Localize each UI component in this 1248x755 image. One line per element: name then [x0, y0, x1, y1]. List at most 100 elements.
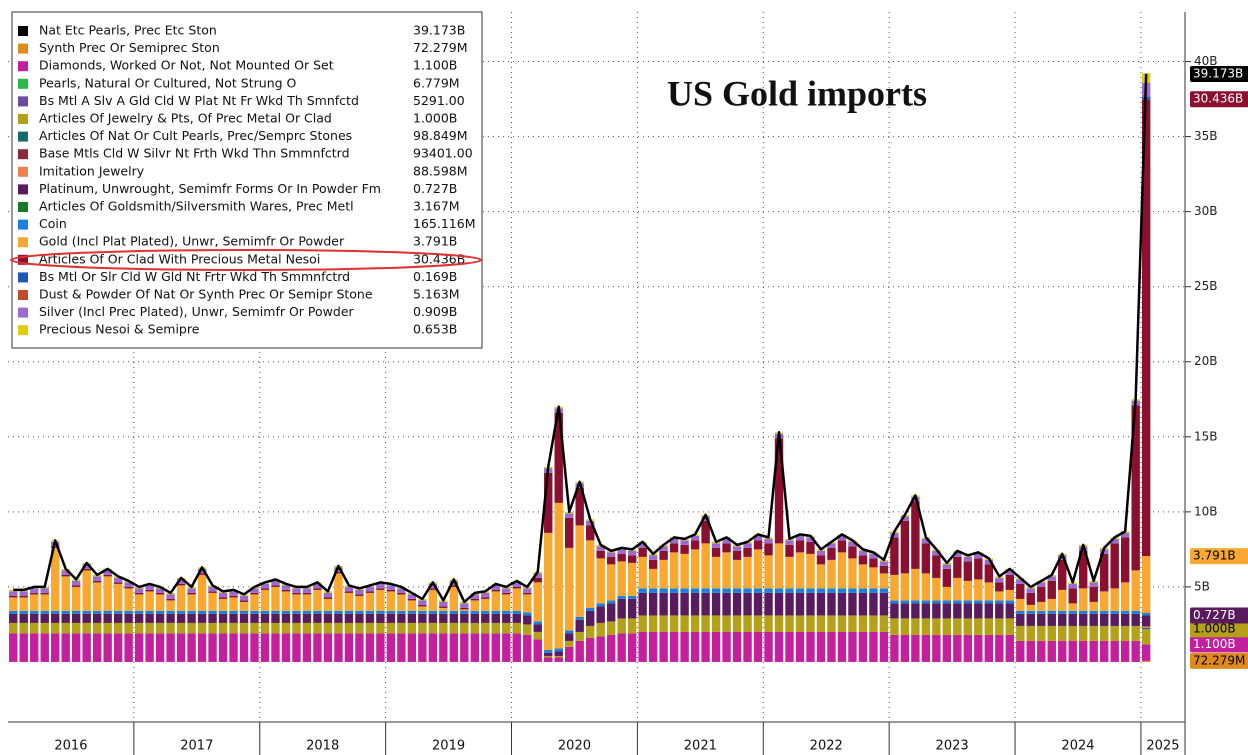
bar-segment [103, 574, 112, 577]
bar-segment [711, 615, 721, 632]
bar-segment [617, 595, 626, 599]
bar-segment [565, 513, 574, 518]
bar-segment [334, 633, 343, 662]
bar-segment [124, 633, 133, 662]
y-tick-label: 25B [1194, 279, 1218, 293]
bar-segment [743, 592, 752, 616]
bar-segment [397, 613, 406, 623]
bar-segment [30, 592, 39, 595]
bar-segment [1037, 625, 1046, 641]
bar-segment [71, 633, 81, 662]
bar-segment [953, 634, 962, 662]
bar-segment [208, 613, 217, 623]
bar-segment [418, 604, 427, 607]
bar-segment [1141, 612, 1151, 616]
bar-segment [533, 577, 542, 583]
bar-segment [1026, 640, 1035, 662]
bar-segment [848, 588, 857, 593]
bar-segment [19, 595, 28, 598]
bar-segment [554, 657, 563, 662]
legend-value: 98.849M [413, 128, 468, 143]
bar-segment [197, 610, 207, 614]
bar-segment [963, 603, 973, 619]
bar-segment [617, 618, 626, 634]
bar-segment [155, 594, 165, 611]
legend-swatch [18, 78, 28, 89]
bar-segment [722, 588, 731, 593]
bar-segment [9, 633, 18, 662]
bar-segment [176, 633, 186, 662]
bar-segment [491, 622, 500, 634]
bar-segment [879, 561, 889, 566]
bar-segment [428, 610, 438, 614]
bar-segment [407, 633, 417, 662]
bar-segment [669, 552, 679, 589]
bar-segment [51, 547, 60, 611]
bar-segment [1079, 613, 1088, 626]
bar-segment [617, 598, 626, 619]
bar-segment [19, 610, 28, 614]
bar-segment [911, 634, 920, 662]
bar-segment [795, 540, 805, 553]
bar-segment [711, 543, 721, 548]
bar-segment [1037, 610, 1046, 614]
bar-segment [313, 583, 322, 589]
bar-segment [932, 618, 941, 635]
bar-segment [680, 631, 689, 662]
bar-segment [1026, 588, 1035, 593]
bar-segment [428, 622, 438, 634]
bar-segment [197, 574, 207, 611]
bar-segment [460, 633, 469, 662]
legend-value: 0.727B [413, 181, 457, 196]
bar-segment [292, 594, 301, 611]
bar-segment [1100, 625, 1109, 641]
bar-segment [963, 580, 973, 601]
bar-segment [250, 592, 259, 595]
bar-segment [816, 564, 826, 589]
bar-segment [806, 631, 815, 662]
bar-segment [575, 631, 584, 641]
bar-segment [523, 612, 532, 616]
bar-segment [40, 610, 49, 614]
bar-segment [365, 586, 375, 592]
bar-segment [376, 583, 385, 589]
bar-segment [1141, 629, 1151, 645]
bar-segment [512, 633, 521, 662]
bar-segment [869, 558, 878, 568]
bar-segment [145, 591, 154, 611]
bar-segment [963, 556, 973, 562]
bar-segment [313, 633, 322, 662]
bar-segment [134, 610, 144, 614]
legend-label: Pearls, Natural Or Cultured, Not Strung … [39, 75, 297, 90]
bar-segment [355, 589, 364, 595]
bar-segment [1100, 610, 1109, 614]
bar-segment [900, 600, 910, 604]
bar-segment [512, 613, 521, 623]
value-tag-box [1190, 636, 1248, 653]
bar-segment [292, 588, 301, 593]
x-tick-label: 2021 [684, 739, 717, 754]
bar-segment [1089, 601, 1098, 611]
chart-title: US Gold imports [667, 73, 927, 113]
bar-segment [1026, 625, 1035, 641]
value-tag: 30.436B [1193, 92, 1243, 106]
bar-segment [606, 564, 616, 601]
bar-segment [953, 618, 962, 635]
bar-segment [585, 525, 595, 541]
legend-label: Platinum, Unwrought, Semimfr Forms Or In… [39, 181, 381, 196]
bar-segment [1058, 625, 1067, 641]
bar-segment [9, 597, 18, 611]
legend-label: Diamonds, Worked Or Not, Not Mounted Or … [39, 58, 334, 73]
bar-segment [1068, 603, 1077, 611]
bar-segment [785, 615, 794, 632]
bar-segment [51, 546, 60, 548]
bar-segment [313, 610, 322, 614]
bar-segment [669, 615, 679, 632]
bar-segment [1110, 625, 1119, 641]
bar-segment [40, 613, 49, 623]
legend-swatch [18, 149, 28, 160]
bar-segment [554, 651, 563, 656]
bar-segment [155, 613, 165, 623]
bar-segment [858, 550, 868, 556]
bar-segment [271, 633, 280, 662]
